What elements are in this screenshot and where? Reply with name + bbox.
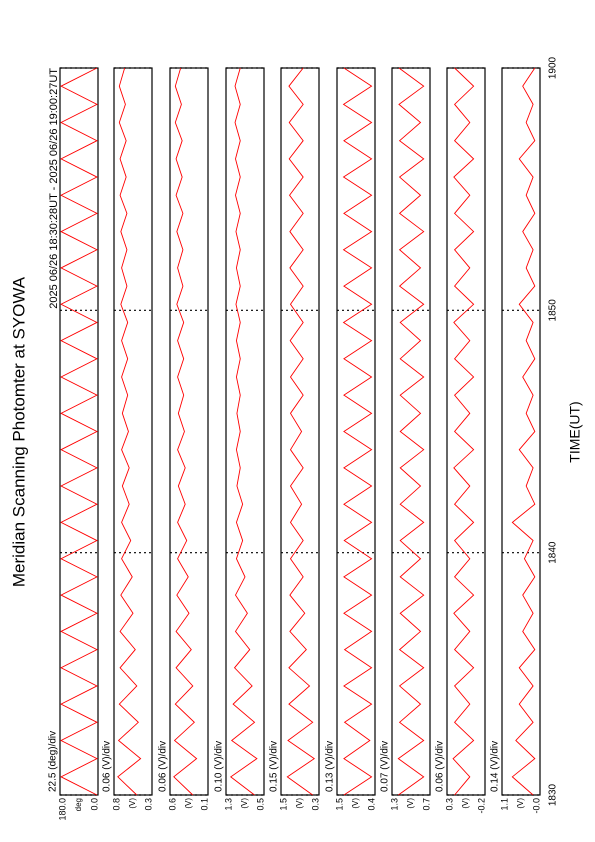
y-unit-label: (V) [240, 798, 249, 809]
x-tick-label: 1850 [548, 299, 559, 322]
panel-frame [391, 67, 431, 796]
y-unit-label: (V) [351, 798, 360, 809]
y-tick-label: 1.3 [389, 798, 399, 811]
y-tick-label: -0.2 [476, 798, 486, 814]
chart-title: Meridian Scanning Photomter at SYOWA [9, 276, 28, 587]
scale-label: 0.06 (V)/div [435, 741, 446, 792]
y-tick-label: 0.3 [444, 798, 454, 811]
scale-label: 0.15 (V)/div [269, 741, 280, 792]
data-line [60, 67, 98, 796]
panel-frame [280, 67, 320, 796]
y-tick-label: 1.5 [334, 798, 344, 811]
x-tick-label: 1840 [548, 541, 559, 564]
scale-label: 0.14 (V)/div [490, 741, 501, 792]
y-unit-label: (V) [516, 798, 525, 809]
scale-label: 0.13 (V)/div [325, 741, 336, 792]
scale-label: 0.07 (V)/div [380, 741, 391, 792]
y-tick-label: -0.0 [531, 798, 541, 814]
panel-frame [446, 67, 486, 796]
data-line [452, 67, 475, 796]
y-tick-label: 0.8 [111, 798, 121, 811]
chart-subtitle: 2025 06/26 18:30:28UT - 2025 06/26 19:00… [48, 68, 60, 309]
y-unit-label: (V) [295, 798, 304, 809]
y-tick-label: 0.3 [143, 798, 153, 811]
data-line [117, 67, 142, 796]
scale-label: 0.06 (V)/div [102, 741, 113, 792]
y-unit-label: (V) [184, 798, 193, 809]
x-tick-label: 1830 [548, 783, 559, 806]
y-tick-label: 180.0 [57, 798, 67, 821]
scale-label: 22.5 (deg)/div [48, 731, 59, 792]
panel-frame [336, 67, 376, 796]
panel-frame [113, 67, 153, 796]
y-tick-label: 0.3 [310, 798, 320, 811]
data-line [286, 67, 316, 796]
panel-frame [501, 67, 541, 796]
panel-frame [169, 67, 209, 796]
y-unit-label: deg [74, 798, 83, 811]
y-tick-label: 0.6 [167, 798, 177, 811]
panel-frame [59, 67, 99, 796]
y-tick-label: 0.4 [366, 798, 376, 811]
y-unit-label: (V) [406, 798, 415, 809]
data-line [173, 67, 198, 796]
y-tick-label: 0.7 [421, 798, 431, 811]
data-line [397, 67, 425, 796]
y-tick-label: 0.1 [199, 798, 209, 811]
scale-label: 0.10 (V)/div [214, 741, 225, 792]
y-tick-label: 0.5 [255, 798, 265, 811]
scale-label: 0.06 (V)/div [158, 741, 169, 792]
y-tick-label: 1.1 [499, 798, 509, 811]
panel-frame [225, 67, 265, 796]
x-tick-label: 1900 [548, 56, 559, 79]
rotated-plot: Meridian Scanning Photomter at SYOWA 202… [9, 56, 582, 820]
y-unit-label: (V) [461, 798, 470, 809]
data-line [229, 67, 258, 796]
y-tick-label: 1.5 [278, 798, 288, 811]
x-axis-label: TIME(UT) [567, 401, 583, 462]
data-line [511, 67, 536, 796]
y-tick-label: 1.3 [223, 798, 233, 811]
data-line [342, 67, 373, 796]
y-tick-label: 0.0 [89, 798, 99, 811]
y-unit-label: (V) [128, 798, 137, 809]
